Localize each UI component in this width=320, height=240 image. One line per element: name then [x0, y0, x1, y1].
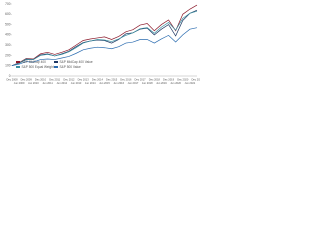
x-tick-label: Dec 2018 — [149, 78, 161, 82]
x-tick-label: Jun 2021 — [185, 81, 196, 85]
x-tick-label: Dec 2012 — [63, 78, 75, 82]
x-tick-label: Jun 2018 — [142, 81, 153, 85]
x-tick-label: Jun 2013 — [71, 81, 82, 85]
y-tick-label: 400 — [5, 33, 11, 37]
legend-label: S&P MidCap 400 Value — [60, 60, 93, 64]
legend-label: S&P 500 Value — [60, 65, 82, 69]
x-tick-label: Jun 2014 — [85, 81, 96, 85]
y-tick-label: 500 — [5, 22, 11, 26]
x-tick-label: Dec 2020 — [177, 78, 189, 82]
x-tick-label: Dec 2009 — [21, 78, 33, 82]
y-tick-label: 100 — [5, 64, 11, 68]
y-tick-label: 300 — [5, 43, 11, 47]
series-line — [11, 10, 198, 67]
series-line — [11, 9, 198, 67]
x-tick-label: Jun 2009 — [14, 81, 25, 85]
x-tick-label: Dec 2017 — [135, 78, 147, 82]
x-tick-label: Jun 2015 — [99, 81, 110, 85]
series-line — [11, 27, 198, 67]
x-tick-label: Jun 2016 — [113, 81, 124, 85]
x-tick-label: Dec 2011 — [49, 78, 60, 82]
x-tick-label: Dec 2014 — [92, 78, 104, 82]
legend-swatch — [16, 66, 20, 68]
legend-label: S&P MidCap 400 — [22, 60, 47, 64]
x-tick-label: Dec 2019 — [163, 78, 175, 82]
legend-swatch — [54, 66, 58, 68]
x-tick-label: Jun 2020 — [170, 81, 181, 85]
x-tick-label: Jun 2010 — [28, 81, 39, 85]
legend-label: S&P 500 Equal Weight — [22, 65, 54, 69]
y-tick-label: 0 — [9, 74, 11, 78]
x-tick-label: Jun 2011 — [42, 81, 53, 85]
series-line — [11, 4, 198, 67]
x-tick-label: Jun 2019 — [156, 81, 167, 85]
x-tick-label: Dec 2015 — [106, 78, 118, 82]
x-tick-label: Jun 2012 — [56, 81, 67, 85]
x-tick-label: Dec 2013 — [78, 78, 90, 82]
x-tick-label: Dec 2016 — [120, 78, 132, 82]
y-tick-label: 200 — [5, 53, 11, 57]
legend-swatch — [16, 61, 20, 63]
y-tick-label: 600 — [5, 12, 11, 16]
x-tick-label: Jun 2017 — [128, 81, 139, 85]
x-tick-label: Dec 2021 — [191, 78, 200, 82]
legend-swatch — [54, 61, 58, 63]
x-tick-label: Dec 2008 — [6, 78, 18, 82]
y-tick-label: 700 — [5, 2, 11, 6]
x-tick-label: Dec 2010 — [35, 78, 47, 82]
